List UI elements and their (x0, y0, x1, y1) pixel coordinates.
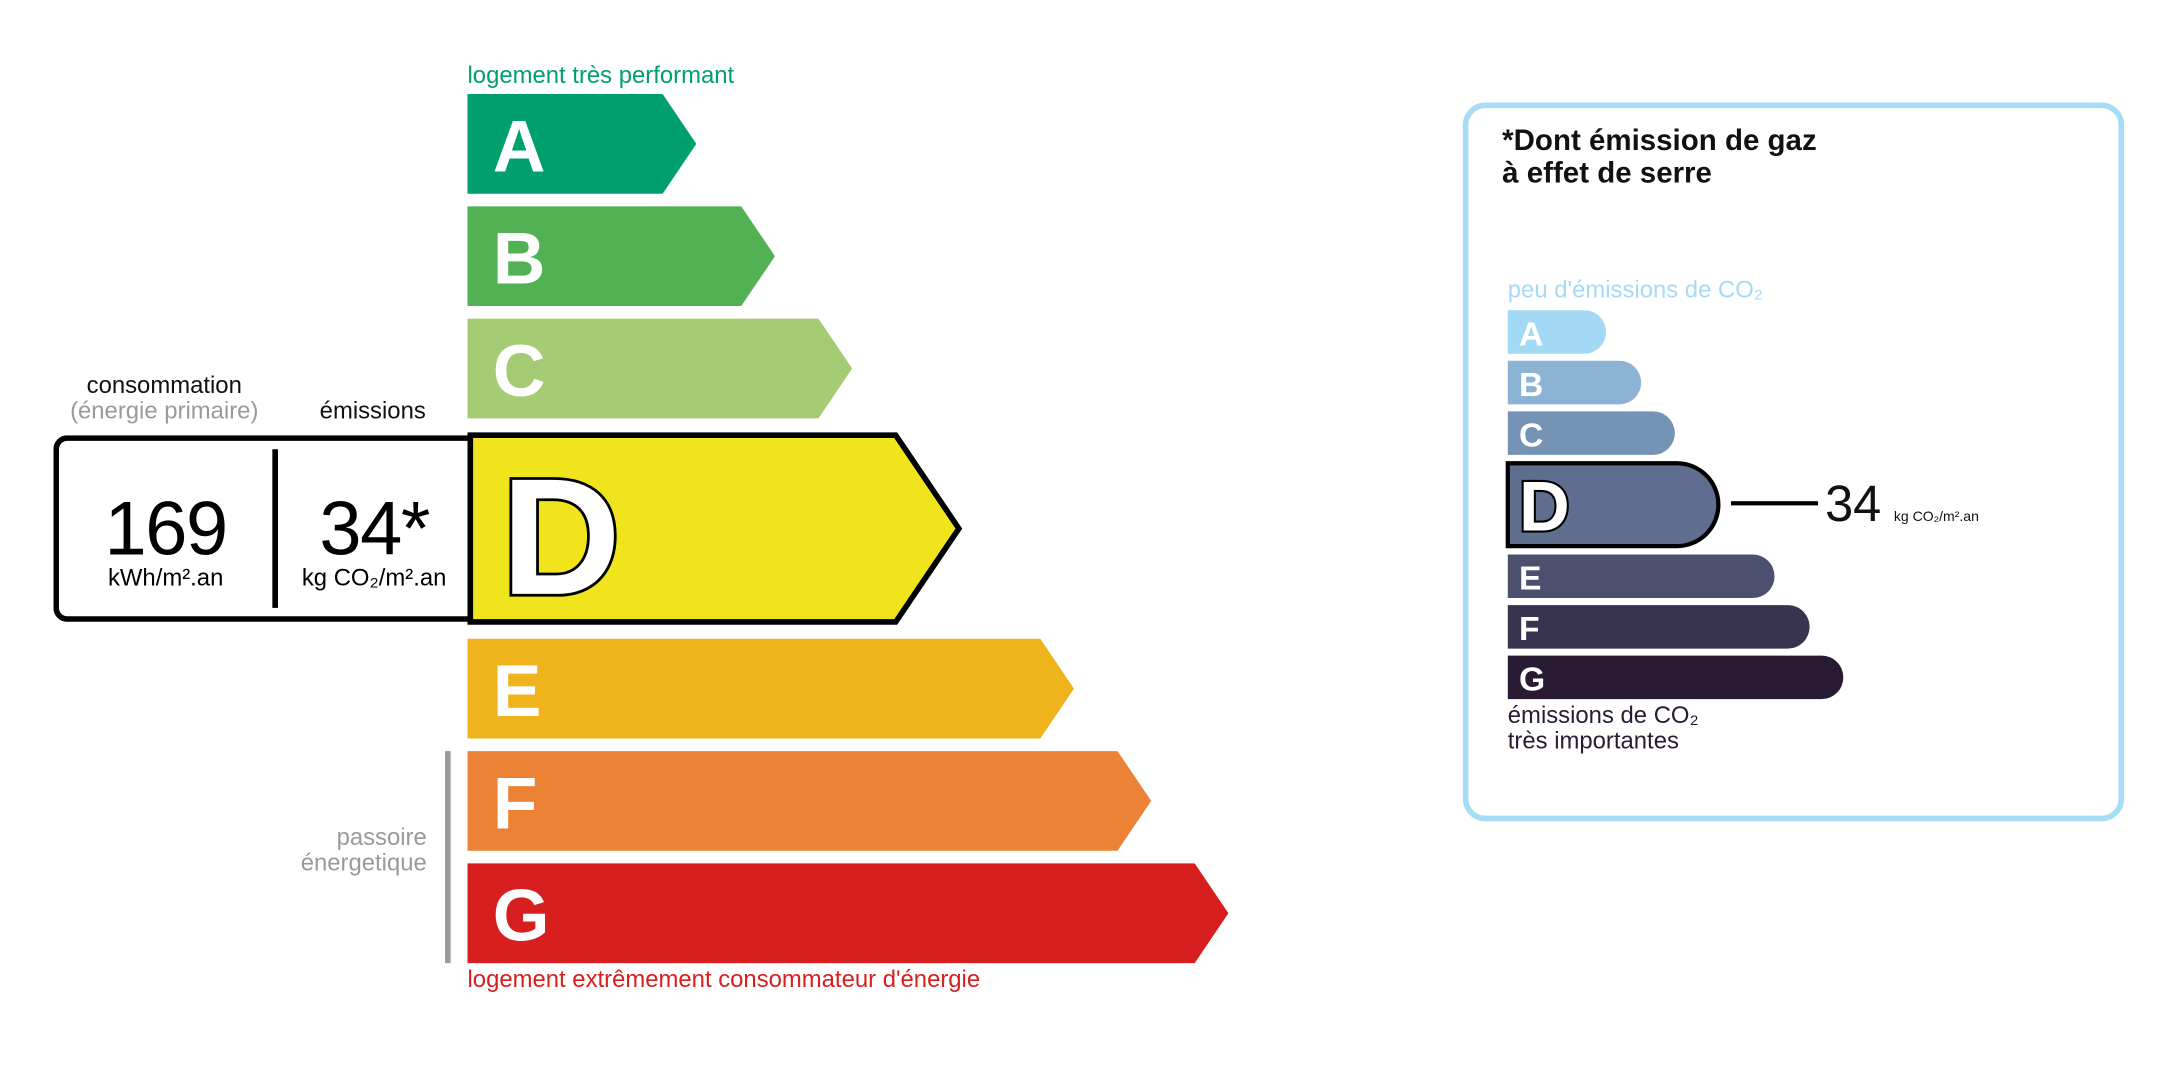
ges-class-g: G (1507, 655, 1844, 700)
ges-bottom-label-2: très importantes (1507, 727, 1679, 754)
passoire-label-2: énergetique (300, 849, 427, 877)
ges-title: *Dont émission de gaz à effet de serre (1502, 125, 1817, 190)
energy-bar-g (467, 863, 1229, 964)
ges-letter-g: G (1519, 662, 1545, 699)
ges-bar-g (1507, 655, 1844, 700)
energy-class-d: D (467, 432, 963, 633)
ges-title-line-2: à effet de serre (1502, 157, 1712, 190)
ges-letter-a: A (1519, 316, 1543, 353)
energy-class-g: G (467, 863, 1229, 964)
ges-top-label: peu d'émissions de CO₂ (1507, 276, 1764, 304)
energy-class-a: A (467, 94, 697, 194)
consumption-unit: kWh/m².an (107, 564, 224, 592)
passoire-bracket (445, 751, 451, 964)
ges-bar-a (1507, 310, 1607, 354)
ges-class-c: C (1507, 411, 1675, 455)
passoire-label-1: passoire (336, 824, 427, 851)
energy-letter-f: F (493, 763, 538, 844)
consumption-sublabel: (énergie primaire) (70, 397, 259, 424)
ges-class-f: F (1507, 605, 1810, 649)
energy-letter-e: E (493, 651, 542, 732)
energy-letter-d: D (501, 445, 621, 630)
ges-pointer-line (1731, 501, 1819, 506)
energy-class-b: B (467, 206, 775, 307)
ges-bottom-label-1: émissions de CO₂ (1507, 701, 1699, 729)
ges-letter-b: B (1519, 367, 1543, 404)
energy-bottom-label: logement extrêmement consommateur d'éner… (467, 965, 981, 993)
ges-bar-c (1507, 411, 1675, 455)
energy-bar-d (467, 432, 963, 625)
energy-letter-a: A (493, 106, 546, 187)
ges-class-e: E (1507, 554, 1775, 599)
ges-letter-e: E (1519, 561, 1541, 598)
energy-class-e: E (467, 638, 1074, 739)
emissions-label: émissions (319, 397, 426, 424)
energy-bar-b (467, 206, 775, 307)
emissions-value: 34* (319, 487, 430, 572)
ges-title-line-1: *Dont émission de gaz (1502, 124, 1817, 158)
ges-bar-b (1507, 360, 1642, 405)
energy-top-label: logement très performant (467, 61, 735, 89)
energy-letter-c: C (493, 331, 546, 412)
energy-bar-a (467, 94, 697, 194)
ges-letter-c: C (1519, 417, 1543, 454)
ges-class-a: A (1507, 310, 1607, 354)
energy-bar-e (467, 638, 1074, 739)
energy-bar-f (467, 751, 1152, 851)
ges-class-d: D (1505, 461, 1721, 549)
ges-unit: kg CO₂/m².an (1893, 509, 1979, 526)
energy-class-c: C (467, 318, 853, 419)
value-box (53, 435, 471, 622)
ges-letter-d: D (1519, 467, 1570, 546)
energy-letter-g: G (493, 876, 550, 957)
value-divider (272, 449, 278, 608)
emissions-unit: kg CO₂/m².an (301, 564, 447, 592)
ges-bar-e (1507, 554, 1775, 599)
consumption-label: consommation (86, 372, 242, 399)
energy-class-f: F (467, 751, 1152, 851)
energy-letter-b: B (493, 219, 546, 300)
energy-bar-c (467, 318, 853, 419)
consumption-value: 169 (104, 487, 229, 572)
ges-bar-d (1505, 461, 1721, 549)
ges-letter-f: F (1519, 611, 1540, 648)
ges-class-b: B (1507, 360, 1642, 405)
ges-bar-f (1507, 605, 1810, 649)
ges-value: 34 (1825, 474, 1882, 533)
ges-panel (1462, 102, 2125, 822)
